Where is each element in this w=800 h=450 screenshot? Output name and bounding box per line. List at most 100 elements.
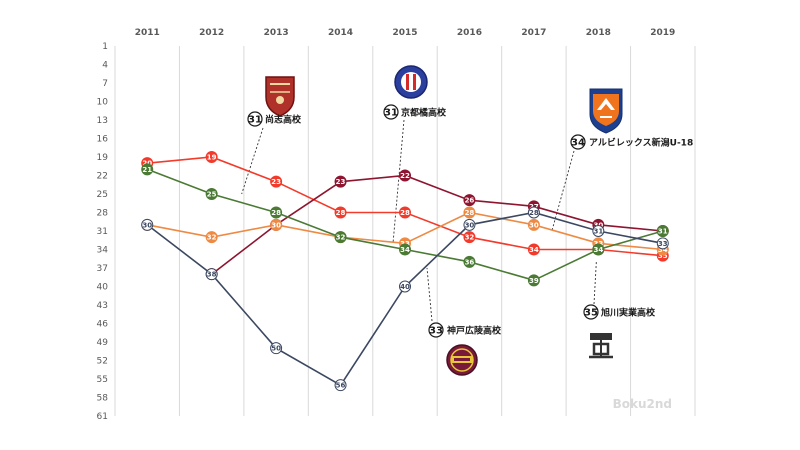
annotation-number: 35 xyxy=(584,308,598,319)
annotation-asahikawa-jitsugyo: 35 旭川実業高校 xyxy=(583,304,656,320)
data-point: 30 xyxy=(463,218,476,231)
data-point-label: 34 xyxy=(529,246,539,254)
data-point-label: 28 xyxy=(465,209,475,217)
annotation-kyoto-tachibana: 31 京都橘高校 xyxy=(383,104,447,120)
data-point: 23 xyxy=(270,175,283,188)
annotation-leader-line xyxy=(392,119,405,244)
y-tick-label: 46 xyxy=(97,320,109,330)
annotation-number: 31 xyxy=(384,108,398,119)
data-point-label: 25 xyxy=(207,191,217,199)
y-axis: 1 4 7 10 13 16 19 22 25 28 31 34 37 40 43 46 49 52 55 58 61 xyxy=(97,42,109,422)
annotation-leader-line xyxy=(593,261,597,305)
y-tick-label: 28 xyxy=(97,209,109,219)
data-point-marker xyxy=(270,175,283,188)
y-tick-label: 4 xyxy=(102,61,108,71)
data-point: 31 xyxy=(656,225,669,237)
data-point-label: 36 xyxy=(465,258,475,266)
data-point: 33 xyxy=(656,237,669,250)
albirex-crest-icon xyxy=(589,88,623,134)
y-tick-label: 7 xyxy=(102,79,108,89)
data-point-marker xyxy=(334,379,347,392)
data-point-label: 21 xyxy=(142,166,152,174)
data-point-marker xyxy=(334,231,347,244)
data-point-marker xyxy=(656,225,669,237)
data-point-marker xyxy=(270,206,283,219)
data-point-label: 30 xyxy=(142,221,152,229)
data-point-marker xyxy=(205,268,218,281)
data-point-label: 32 xyxy=(465,234,475,242)
data-point: 34 xyxy=(399,243,411,256)
annotation-number: 31 xyxy=(248,115,262,126)
data-point-label: 22 xyxy=(400,172,410,180)
data-point: 26 xyxy=(463,194,476,207)
data-point-marker xyxy=(527,218,540,231)
annotation-label: 京都橘高校 xyxy=(401,107,447,119)
data-point-label: 28 xyxy=(271,209,281,217)
data-point: 28 xyxy=(270,206,283,219)
data-point: 28 xyxy=(334,206,347,219)
grid xyxy=(114,46,696,416)
data-point-marker xyxy=(270,342,283,355)
data-point-marker xyxy=(399,169,411,182)
annotation-leaders xyxy=(241,119,597,322)
y-tick-label: 31 xyxy=(97,227,108,237)
data-point: 28 xyxy=(399,206,411,219)
data-point: 38 xyxy=(205,268,218,281)
kyoto-tachibana-crest-icon xyxy=(394,65,428,99)
annotation-albirex: 34 アルビレックス新潟U-18 xyxy=(570,134,693,150)
data-point-marker xyxy=(527,206,540,219)
data-point: 34 xyxy=(592,243,605,256)
data-point-marker xyxy=(463,194,476,207)
data-point: 31 xyxy=(592,225,605,237)
y-tick-label: 52 xyxy=(97,357,108,367)
data-point-label: 31 xyxy=(593,228,603,236)
annotation-number: 33 xyxy=(429,326,443,337)
data-point: 32 xyxy=(205,231,218,244)
data-point-label: 30 xyxy=(529,221,539,229)
y-tick-label: 22 xyxy=(97,172,108,182)
data-point: 30 xyxy=(141,218,154,231)
y-tick-label: 16 xyxy=(97,135,109,145)
data-point-label: 35 xyxy=(658,252,668,260)
data-point: 50 xyxy=(270,342,283,355)
data-point-label: 34 xyxy=(658,246,668,254)
x-tick-label: 2012 xyxy=(199,28,224,38)
data-point: 56 xyxy=(334,379,347,392)
data-point: 40 xyxy=(399,280,411,293)
data-point-marker xyxy=(463,206,476,219)
data-point: 34 xyxy=(527,243,540,256)
data-point-label: 56 xyxy=(336,382,346,390)
x-tick-label: 2015 xyxy=(392,28,417,38)
x-tick-label: 2014 xyxy=(328,28,353,38)
data-point: 30 xyxy=(270,218,283,231)
y-tick-label: 43 xyxy=(97,301,108,311)
y-tick-label: 10 xyxy=(97,98,109,108)
data-point: 28 xyxy=(463,206,476,219)
data-point-marker xyxy=(399,280,411,293)
data-point-label: 23 xyxy=(336,178,346,186)
x-tick-label: 2016 xyxy=(457,28,482,38)
data-point-label: 28 xyxy=(529,209,539,217)
series-line xyxy=(211,174,663,275)
data-point-label: 32 xyxy=(207,234,217,242)
x-tick-label: 2011 xyxy=(135,28,160,38)
data-point-marker xyxy=(399,206,411,219)
data-point-marker xyxy=(463,255,476,268)
data-point: 39 xyxy=(527,274,540,287)
data-point-marker xyxy=(463,218,476,231)
data-point-label: 31 xyxy=(658,228,668,236)
x-tick-label: 2018 xyxy=(586,28,611,38)
data-point-label: 30 xyxy=(271,221,281,229)
data-point: 25 xyxy=(205,188,218,200)
y-tick-label: 40 xyxy=(97,283,109,293)
data-point-label: 34 xyxy=(400,246,410,254)
kobe-koryo-crest-icon xyxy=(446,344,478,376)
data-point-label: 39 xyxy=(529,277,539,285)
y-tick-label: 37 xyxy=(97,264,108,274)
y-tick-label: 58 xyxy=(97,394,109,404)
series-points: 2019232828323434353830232226273031303230… xyxy=(141,151,669,392)
annotation-label: 尚志高校 xyxy=(265,114,302,126)
data-point-marker xyxy=(205,151,218,163)
data-point: 36 xyxy=(463,255,476,268)
